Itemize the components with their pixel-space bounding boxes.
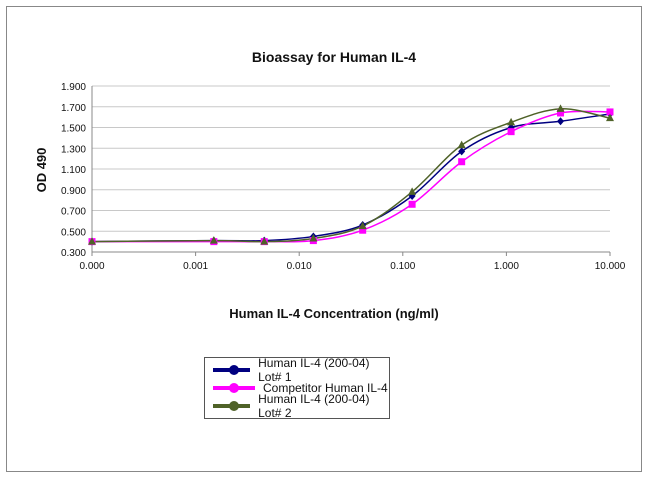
chart-frame <box>6 6 642 472</box>
y-tick-label: 0.700 <box>61 207 86 218</box>
y-tick-label: 0.300 <box>61 248 86 259</box>
legend-label: Competitor Human IL-4 <box>263 381 388 395</box>
legend-item: Human IL-4 (200-04) Lot# 2 <box>213 392 389 420</box>
data-point <box>556 104 565 112</box>
data-point <box>408 187 417 195</box>
legend-label: Human IL-4 (200-04) Lot# 2 <box>258 392 370 420</box>
y-tick-label: 1.300 <box>61 144 86 155</box>
x-tick-label: 0.010 <box>287 261 312 272</box>
legend-swatch <box>213 365 251 375</box>
x-tick-label: 0.000 <box>79 261 104 272</box>
data-point <box>507 117 516 126</box>
x-axis-label: Human IL-4 Concentration (ng/ml) <box>229 306 438 321</box>
data-point <box>457 140 466 149</box>
series-line <box>92 110 611 243</box>
data-point <box>260 237 269 245</box>
y-axis-label: OD 490 <box>34 148 49 193</box>
legend-swatch <box>213 401 251 411</box>
legend-label: Human IL-4 (200-04) Lot# 1 <box>258 356 370 384</box>
y-tick-label: 1.500 <box>61 124 86 135</box>
data-point <box>606 113 614 122</box>
data-point <box>359 226 367 234</box>
x-tick-label: 0.001 <box>183 261 208 272</box>
data-point <box>209 236 218 244</box>
y-tick-label: 1.900 <box>61 82 86 93</box>
y-tick-label: 1.100 <box>61 165 86 176</box>
legend-item: Human IL-4 (200-04) Lot# 1 <box>213 356 389 384</box>
data-point <box>458 158 466 166</box>
series-line <box>91 108 611 243</box>
data-point <box>458 147 466 156</box>
x-tick-label: 10.000 <box>595 261 626 272</box>
x-tick-label: 0.100 <box>390 261 415 272</box>
data-point <box>408 200 416 208</box>
y-tick-label: 1.700 <box>61 103 86 114</box>
y-tick-label: 0.500 <box>61 227 86 238</box>
data-point <box>507 128 515 136</box>
data-point <box>557 109 565 117</box>
series-line <box>91 113 611 243</box>
legend: Human IL-4 (200-04) Lot# 1 Competitor Hu… <box>204 356 390 420</box>
data-point <box>358 221 367 230</box>
data-point <box>88 237 96 245</box>
legend-swatch <box>213 383 255 393</box>
legend-item: Competitor Human IL-4 <box>213 379 389 397</box>
data-point <box>309 234 318 242</box>
data-point <box>557 117 565 126</box>
x-tick-label: 1.000 <box>494 261 519 272</box>
y-tick-label: 0.900 <box>61 186 86 197</box>
data-point <box>606 108 614 116</box>
chart-title: Bioassay for Human IL-4 <box>252 49 416 65</box>
